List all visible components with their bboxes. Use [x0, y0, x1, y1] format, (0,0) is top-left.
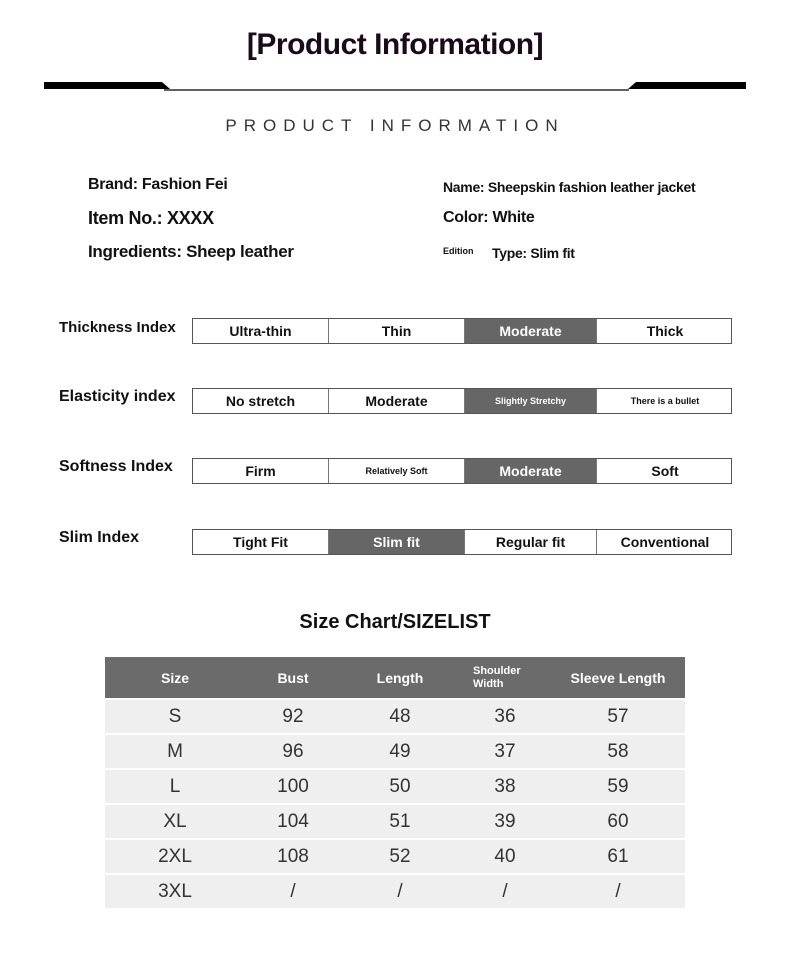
index-option: Soft: [651, 463, 679, 479]
index-label: Thickness Index: [59, 319, 176, 336]
table-cell: 39: [494, 810, 516, 832]
index-scale: Firm Relatively Soft Moderate Soft: [192, 458, 732, 484]
index-option: Moderate: [465, 459, 597, 483]
header-sleeve: Sleeve Length: [570, 669, 666, 686]
index-label: Elasticity index: [59, 388, 176, 405]
color: Color: White: [443, 209, 535, 226]
header-bust: Bust: [277, 669, 309, 686]
table-cell: 61: [607, 845, 629, 867]
index-option: There is a bullet: [630, 396, 700, 406]
table-header: Size Bust Length Shoulder Width Sleeve L…: [105, 657, 685, 698]
table-cell: /: [397, 880, 403, 902]
index-option: Moderate: [329, 389, 465, 413]
index-option: Slightly Stretchy: [465, 389, 597, 413]
table-cell: 52: [389, 845, 411, 867]
table-cell: 38: [494, 775, 516, 797]
page-subtitle: PRODUCT INFORMATION: [225, 116, 565, 135]
table-cell: 104: [277, 810, 309, 832]
divider: [44, 82, 746, 91]
table-cell: 36: [494, 705, 516, 727]
table-cell: 49: [389, 740, 411, 762]
index-label: Softness Index: [59, 458, 173, 475]
table-cell: 51: [389, 810, 411, 832]
table-cell: 60: [607, 810, 629, 832]
index-option: Conventional: [620, 534, 710, 550]
table-cell: 37: [494, 740, 516, 762]
index-option: Relatively Soft: [329, 459, 465, 483]
product-name: Name: Sheepskin fashion leather jacket: [443, 179, 696, 195]
table-cell: 50: [389, 775, 411, 797]
table-cell: 2XL: [158, 845, 192, 867]
index-option: Regular fit: [465, 530, 597, 554]
page-title: [Product Information]: [246, 28, 544, 61]
table-cell: XL: [163, 810, 187, 832]
table-row: XL 104 51 39 60: [105, 805, 685, 838]
table-cell: 59: [607, 775, 629, 797]
table-cell: M: [167, 740, 183, 762]
index-option: No stretch: [193, 389, 329, 413]
table-cell: /: [290, 880, 296, 902]
table-cell: 40: [494, 845, 516, 867]
index-label: Slim Index: [59, 529, 140, 546]
index-option: Thick: [646, 323, 684, 339]
header-length: Length: [376, 669, 424, 686]
index-option: Moderate: [465, 319, 597, 343]
table-cell: L: [169, 775, 181, 797]
size-table: Size Bust Length Shoulder Width Sleeve L…: [105, 657, 685, 908]
table-cell: 58: [607, 740, 629, 762]
table-cell: 92: [282, 705, 304, 727]
brand: Brand: Fashion Fei: [88, 176, 228, 193]
table-cell: 57: [607, 705, 629, 727]
index-option: Tight Fit: [193, 530, 329, 554]
type: Type: Slim fit: [492, 245, 575, 261]
size-chart-title: Size Chart/SIZELIST: [299, 611, 491, 633]
ingredients: Ingredients: Sheep leather: [88, 242, 294, 261]
edition-label: Edition: [443, 246, 474, 256]
index-option: Thin: [329, 319, 465, 343]
index-scale: Tight Fit Slim fit Regular fit Conventional: [192, 529, 732, 555]
index-option: Firm: [193, 459, 329, 483]
table-cell: /: [615, 880, 621, 902]
index-scale: No stretch Moderate Slightly Stretchy There…: [192, 388, 732, 414]
table-cell: 100: [277, 775, 309, 797]
table-row: L 100 50 38 59: [105, 770, 685, 803]
header-shoulder: Shoulder Width: [473, 664, 521, 690]
table-cell: 3XL: [158, 880, 192, 902]
table-cell: 48: [389, 705, 411, 727]
table-row: 2XL 108 52 40 61: [105, 840, 685, 873]
index-option: Ultra-thin: [193, 319, 329, 343]
table-cell: /: [502, 880, 508, 902]
table-cell: S: [168, 705, 182, 727]
header-size: Size: [160, 669, 189, 686]
index-option: Slim fit: [329, 530, 465, 554]
table-row: M 96 49 37 58: [105, 735, 685, 768]
index-scale: Ultra-thin Thin Moderate Thick: [192, 318, 732, 344]
table-cell: 108: [277, 845, 309, 867]
table-cell: 96: [282, 740, 304, 762]
table-row: 3XL / / / /: [105, 875, 685, 908]
item-no: Item No.: XXXX: [88, 208, 214, 228]
table-row: S 92 48 36 57: [105, 700, 685, 733]
